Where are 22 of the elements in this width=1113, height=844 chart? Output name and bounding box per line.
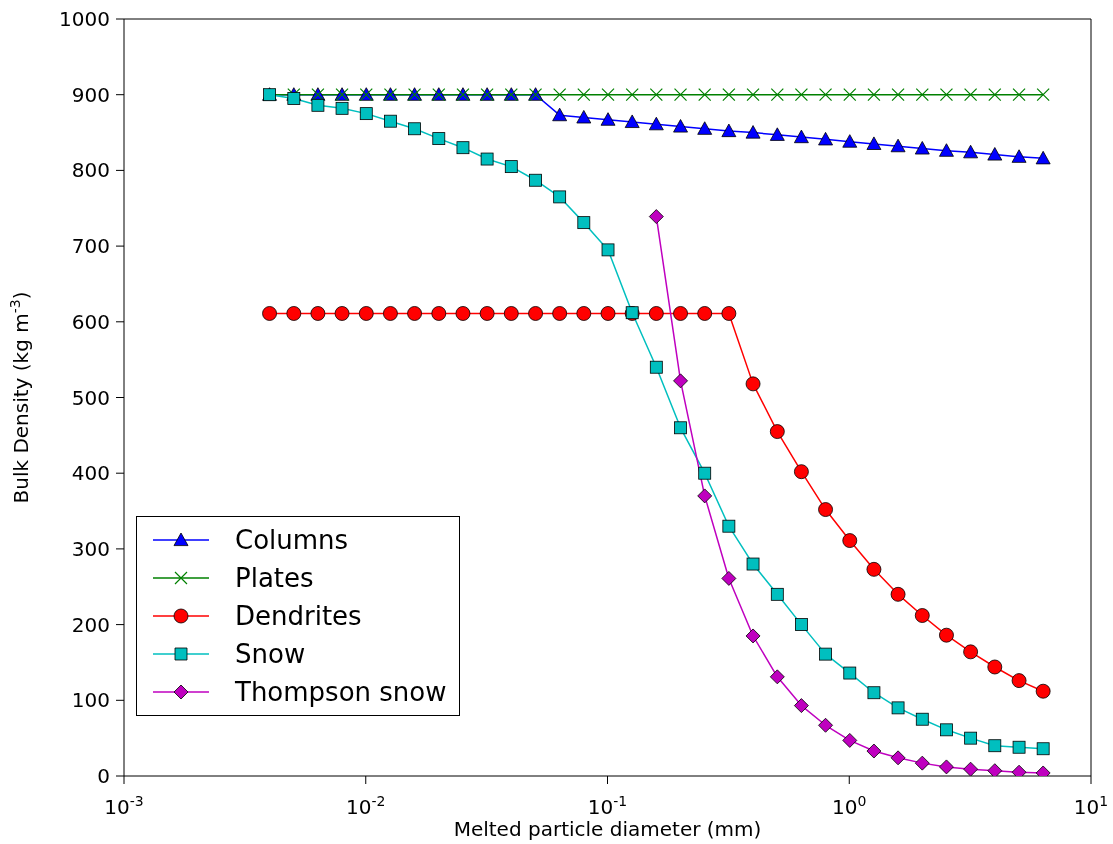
legend-label: Plates	[235, 563, 314, 593]
y-tick-label: 200	[71, 612, 110, 637]
x-axis-title: Melted particle diameter (mm)	[453, 817, 762, 841]
legend-label: Dendrites	[235, 601, 362, 631]
x-tick-label: 10$^{-3}$	[104, 793, 144, 819]
y-tick-label: 300	[71, 536, 110, 561]
x-tick-label: 10$^{-1}$	[587, 793, 628, 819]
legend-label: Thompson snow	[235, 677, 447, 707]
x-tick-label: 10$^{-2}$	[346, 793, 386, 819]
y-tick-label: 100	[71, 688, 110, 713]
y-tick-label: 400	[71, 461, 110, 486]
y-tick-label: 0	[97, 764, 110, 788]
y-tick-label: 1000	[59, 7, 110, 31]
y-tick-label: 900	[71, 82, 110, 107]
y-tick-label: 500	[71, 385, 110, 410]
y-tick-label: 700	[71, 234, 110, 259]
y-tick-label: 800	[71, 158, 110, 183]
legend-label: Snow	[235, 639, 306, 669]
x-tick-label: 10$^{1}$	[1073, 793, 1109, 819]
legend-label: Columns	[235, 525, 349, 555]
x-tick-label: 10$^{0}$	[832, 793, 867, 819]
y-tick-label: 600	[71, 309, 110, 334]
